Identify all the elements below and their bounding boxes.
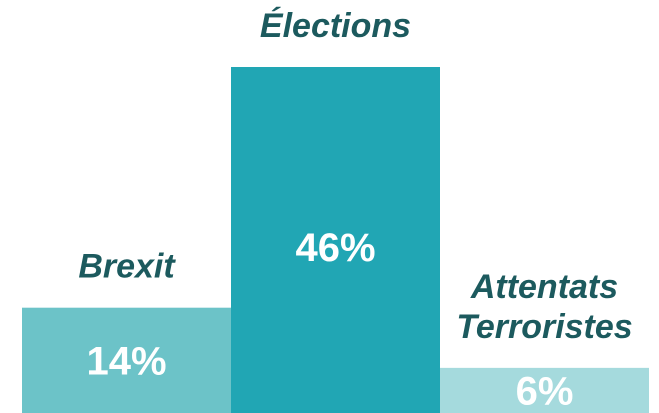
- category-label-attentats-terroristes-line-1: Attentats: [470, 268, 618, 306]
- value-label-brexit: 14%: [86, 339, 166, 383]
- bar-brexit: [22, 307, 231, 413]
- value-label-attentats-terroristes: 6%: [516, 369, 574, 413]
- bar-attentats-terroristes: [440, 367, 649, 413]
- category-label-attentats-terroristes-line-2: Terroristes: [456, 308, 632, 346]
- bar-elections: [231, 67, 440, 413]
- value-label-elections: 46%: [295, 226, 375, 270]
- category-label-elections: Élections: [260, 7, 411, 45]
- category-label-brexit: Brexit: [78, 248, 176, 286]
